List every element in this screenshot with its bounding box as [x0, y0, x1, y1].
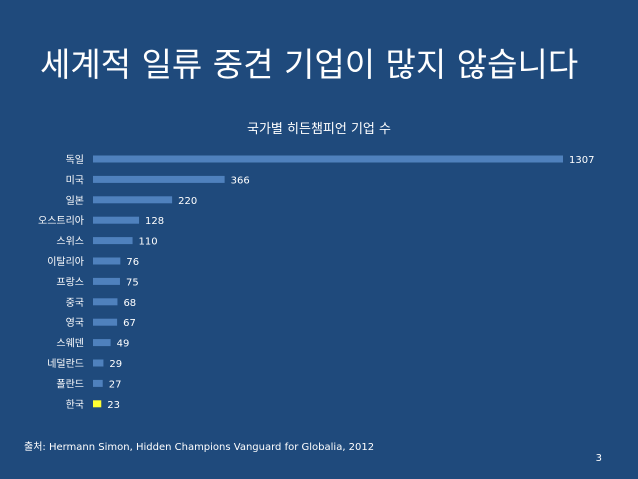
data-label: 29: [109, 359, 122, 370]
data-label: 23: [107, 400, 120, 411]
category-label: 미국: [66, 174, 84, 186]
page-number: 3: [595, 453, 602, 464]
data-label: 128: [145, 216, 164, 227]
bar-1: [93, 155, 563, 163]
bar-12: [93, 379, 103, 387]
bar-2: [93, 175, 225, 183]
category-label: 네덜란드: [47, 358, 84, 370]
chart-title: 국가별 히든챔피언 기업 수: [0, 118, 638, 137]
category-label: 독일: [66, 154, 84, 166]
category-label: 스웨덴: [56, 338, 84, 350]
bar-10: [93, 339, 111, 347]
data-label: 49: [117, 339, 130, 350]
data-label: 1307: [569, 155, 594, 166]
data-label: 67: [123, 318, 136, 329]
category-label: 중국: [66, 297, 84, 309]
bar-6: [93, 257, 121, 265]
bar-7: [93, 277, 120, 285]
bar-3: [93, 196, 173, 204]
data-label: 27: [109, 379, 122, 390]
category-label: 폴란드: [56, 378, 84, 390]
category-label: 한국: [66, 399, 84, 411]
bar-5: [93, 237, 133, 245]
category-label: 이탈리아: [47, 255, 84, 268]
category-label: 일본: [66, 195, 84, 207]
category-label: 스위스: [56, 235, 84, 248]
data-label: 110: [139, 237, 158, 248]
bar-13: [93, 400, 102, 408]
data-label: 366: [231, 175, 250, 186]
data-label: 68: [123, 298, 136, 309]
category-label: 오스트리아: [38, 215, 84, 227]
data-label: 220: [178, 196, 197, 207]
slide-title: 세계적 일류 중견 기업이 많지 않습니다: [40, 45, 579, 84]
chart-title-text: 국가별 히든챔피언 기업 수: [247, 122, 391, 137]
bar-4: [93, 216, 140, 224]
category-label: 영국: [66, 317, 84, 329]
bar-8: [93, 298, 118, 306]
data-label: 75: [126, 277, 139, 288]
bar-9: [93, 318, 118, 326]
source-citation: 출처: Hermann Simon, Hidden Champions Vang…: [24, 442, 375, 453]
category-label: 프랑스: [56, 276, 84, 288]
data-label: 76: [126, 257, 139, 268]
bar-11: [93, 359, 104, 367]
